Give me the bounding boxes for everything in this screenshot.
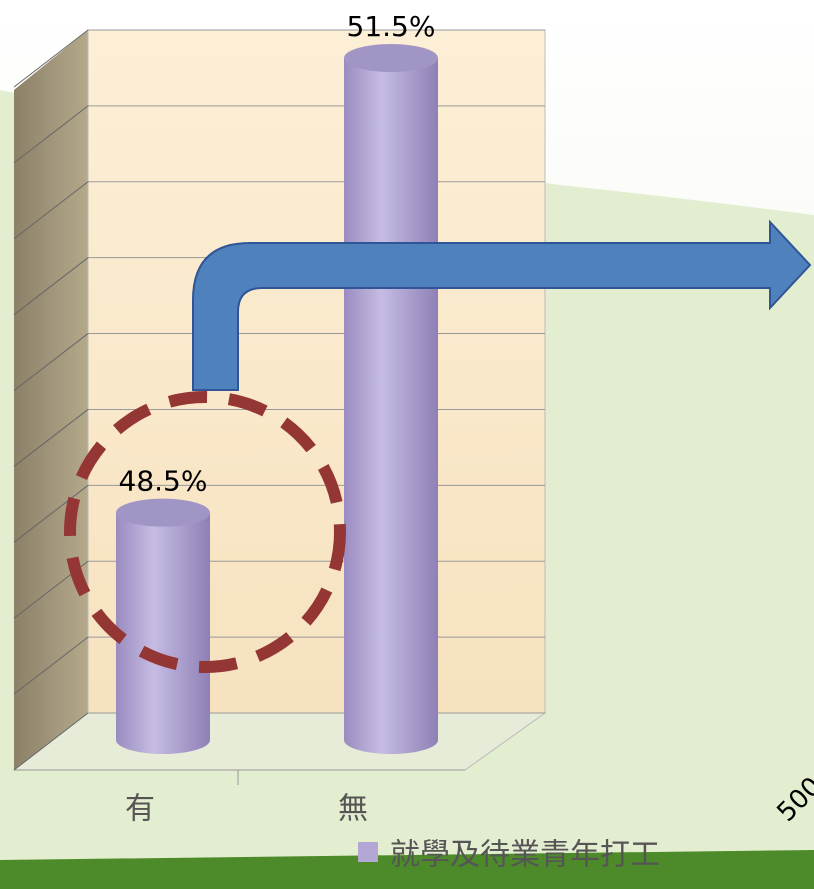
bar-top <box>344 44 438 72</box>
grid-line-side <box>13 105 89 164</box>
legend-swatch <box>358 842 378 862</box>
grid-line-side <box>13 409 89 467</box>
bar <box>344 58 438 754</box>
bar-top <box>116 498 210 527</box>
plot: 48.5% 有 51.5% 無 <box>13 10 545 827</box>
arrow <box>192 219 812 391</box>
value-label: 48.5% <box>119 465 208 498</box>
grid-line-side <box>13 484 89 543</box>
grid-line-side <box>13 636 89 695</box>
grid-line-side <box>13 29 89 88</box>
grid-line-side <box>13 712 89 771</box>
side-wall <box>14 30 88 770</box>
value-label: 51.5% <box>347 10 436 43</box>
highlight-circle <box>64 391 346 673</box>
x-tick-label: 有 <box>125 792 155 827</box>
floor <box>12 712 547 771</box>
x-tick-label: 無 <box>338 792 368 827</box>
grid-line-side <box>13 257 89 316</box>
grass <box>0 850 814 889</box>
legend-label: 就學及待業青年打工 <box>390 838 660 873</box>
grid-line-side <box>13 181 89 240</box>
bar <box>116 512 210 754</box>
grid-line-side <box>13 333 89 391</box>
